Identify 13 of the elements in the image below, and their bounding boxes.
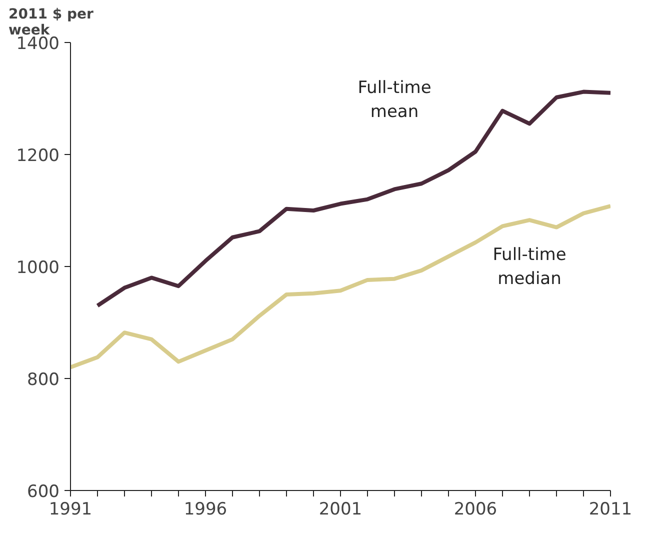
x-tick-label: 2001: [318, 500, 362, 520]
y-tick-label: 1400: [16, 34, 60, 54]
y-tick-label: 600: [27, 482, 60, 502]
y-tick-label: 1200: [16, 146, 60, 166]
x-tick-label: 2006: [454, 500, 498, 520]
y-tick-label: 800: [27, 370, 60, 390]
x-tick-label: 1991: [48, 500, 92, 520]
text: Full-time mean: [358, 78, 432, 122]
y-tick-label: 1000: [16, 258, 60, 278]
line-series: [70, 204, 610, 370]
x-tick-label: 1996: [184, 500, 228, 520]
x-tick-label: 2011: [588, 500, 632, 520]
series-label: Full-time median: [492, 245, 566, 290]
